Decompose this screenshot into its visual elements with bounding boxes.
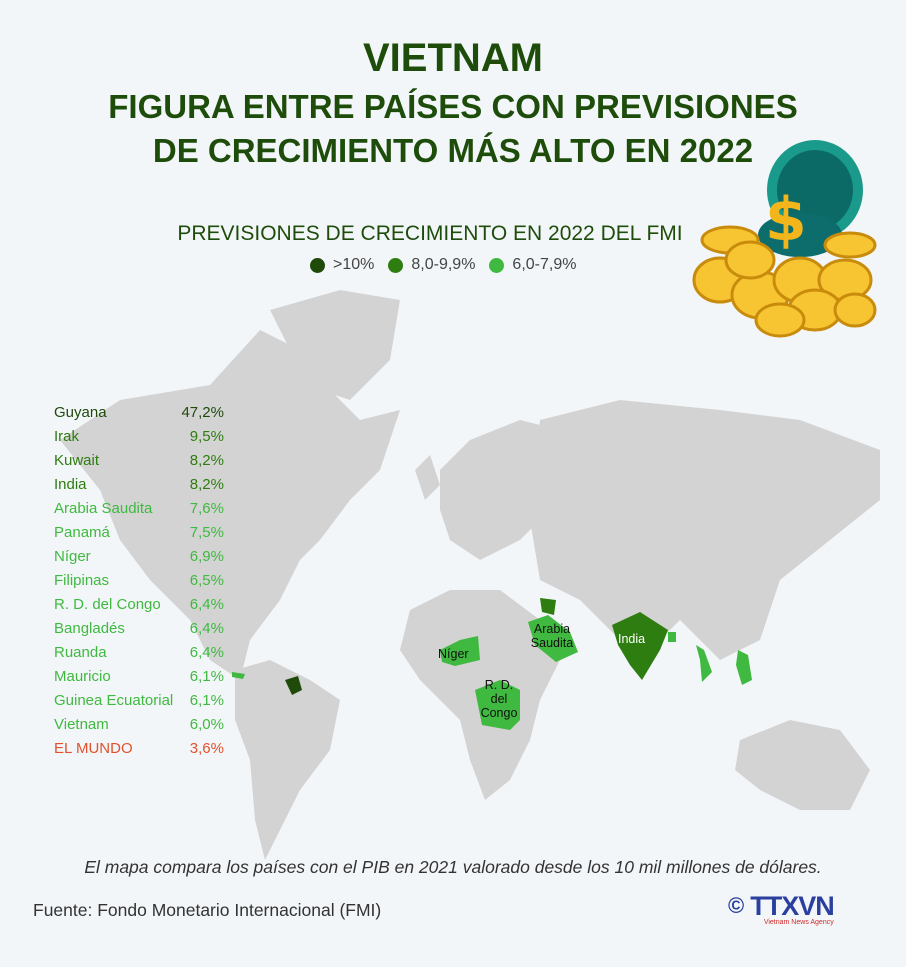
- table-row: Ruanda 6,4%: [54, 644, 224, 668]
- uk-iceland: [415, 455, 440, 500]
- country-india: [612, 612, 668, 680]
- growth-value: 6,1%: [189, 692, 224, 709]
- legend-label: >10%: [333, 256, 375, 273]
- logo-text: TTXVN: [750, 891, 835, 921]
- table-row: Mauricio 6,1%: [54, 668, 224, 692]
- europe: [440, 420, 560, 560]
- country-congo: [475, 680, 520, 730]
- country-niger: [440, 636, 480, 666]
- country-saudi: [528, 615, 578, 662]
- growth-value: 6,0%: [189, 716, 224, 733]
- country-name: Guinea Ecuatorial: [54, 692, 174, 709]
- country-name: Panamá: [54, 524, 110, 541]
- australia: [735, 720, 870, 810]
- country-name: Mauricio: [54, 668, 111, 685]
- table-row: Bangladés 6,4%: [54, 620, 224, 644]
- country-bangladesh: [668, 632, 676, 642]
- country-panama: [232, 672, 245, 679]
- map-label-congo: R. D. del Congo: [480, 678, 518, 720]
- country-philippines: [736, 650, 752, 685]
- copyright-icon: ©: [728, 893, 745, 918]
- map-label-niger: Níger: [438, 647, 469, 661]
- map-label-india: India: [618, 632, 646, 646]
- country-name: R. D. del Congo: [54, 596, 161, 613]
- table-row: Níger 6,9%: [54, 548, 224, 572]
- country-name: Irak: [54, 428, 80, 445]
- growth-value: 6,4%: [189, 596, 224, 613]
- country-iraq: [540, 598, 556, 615]
- legend: >10% 8,0-9,9% 6,0-7,9%: [310, 256, 576, 274]
- country-name: Bangladés: [54, 620, 125, 637]
- table-row: Vietnam 6,0%: [54, 716, 224, 740]
- source: Fuente: Fondo Monetario Internacional (F…: [33, 900, 382, 920]
- table-row: EL MUNDO 3,6%: [54, 740, 224, 764]
- asia: [530, 400, 880, 660]
- table-row: Panamá 7,5%: [54, 524, 224, 548]
- svg-text:$: $: [765, 185, 807, 255]
- legend-swatch: [310, 257, 325, 273]
- growth-value: 47,2%: [181, 404, 224, 421]
- legend-swatch: [489, 257, 505, 273]
- growth-value: 7,5%: [189, 524, 224, 541]
- growth-value: 6,1%: [189, 668, 224, 685]
- growth-value: 6,9%: [189, 548, 224, 565]
- country-name: Filipinas: [54, 572, 110, 589]
- table-row: R. D. del Congo 6,4%: [54, 596, 224, 620]
- greenland: [270, 290, 400, 400]
- title: VIETNAM: [363, 36, 543, 80]
- country-name: Níger: [54, 548, 91, 565]
- country-vietnam: [696, 645, 712, 682]
- growth-value: 8,2%: [189, 452, 224, 469]
- country-name: Arabia Saudita: [54, 500, 153, 517]
- legend-item: 8,0-9,9%: [388, 256, 475, 274]
- table-row: Guyana 47,2%: [54, 404, 224, 428]
- country-name: India: [54, 476, 87, 493]
- logo-tagline: Vietnam News Agency: [763, 919, 834, 926]
- north-america: [60, 330, 400, 680]
- growth-value: 8,2%: [189, 476, 224, 493]
- country-name: Kuwait: [54, 452, 100, 469]
- legend-label: 8,0-9,9%: [411, 256, 476, 273]
- legend-swatch: [388, 257, 404, 273]
- chart-title: PREVISIONES DE CRECIMIENTO EN 2022 DEL F…: [177, 222, 683, 245]
- growth-value: 6,4%: [189, 620, 224, 637]
- map-label-saudi: Arabia Saudita: [530, 622, 574, 650]
- growth-value: 9,5%: [189, 428, 224, 445]
- country-name: EL MUNDO: [54, 740, 133, 757]
- country-name: Vietnam: [54, 716, 109, 733]
- legend-label: 6,0-7,9%: [512, 256, 577, 273]
- growth-table: Guyana 47,2% Irak 9,5% Kuwait 8,2% India 8,2% Ar…: [54, 404, 224, 764]
- growth-value: 3,6%: [189, 740, 224, 757]
- south-america: [235, 660, 340, 860]
- coins-icon: $: [692, 140, 877, 338]
- table-row: India 8,2%: [54, 476, 224, 500]
- growth-value: 6,4%: [189, 644, 224, 661]
- legend-item: 6,0-7,9%: [489, 256, 576, 274]
- table-row: Irak 9,5%: [54, 428, 224, 452]
- table-row: Filipinas 6,5%: [54, 572, 224, 596]
- legend-item: >10%: [310, 256, 374, 274]
- map-note: El mapa compara los países con el PIB en…: [84, 857, 822, 877]
- country-guyana: [285, 676, 302, 695]
- ttxvn-logo: © TTXVN Vietnam News Agency: [728, 891, 835, 927]
- growth-value: 7,6%: [189, 500, 224, 517]
- subtitle-line-2: DE CRECIMIENTO MÁS ALTO EN 2022: [152, 132, 754, 169]
- table-row: Guinea Ecuatorial 6,1%: [54, 692, 224, 716]
- growth-value: 6,5%: [189, 572, 224, 589]
- world-map: [60, 290, 880, 860]
- subtitle-line-1: FIGURA ENTRE PAÍSES CON PREVISIONES: [108, 88, 798, 125]
- table-row: Arabia Saudita 7,6%: [54, 500, 224, 524]
- table-row: Kuwait 8,2%: [54, 452, 224, 476]
- country-name: Guyana: [54, 404, 107, 421]
- country-name: Ruanda: [54, 644, 107, 661]
